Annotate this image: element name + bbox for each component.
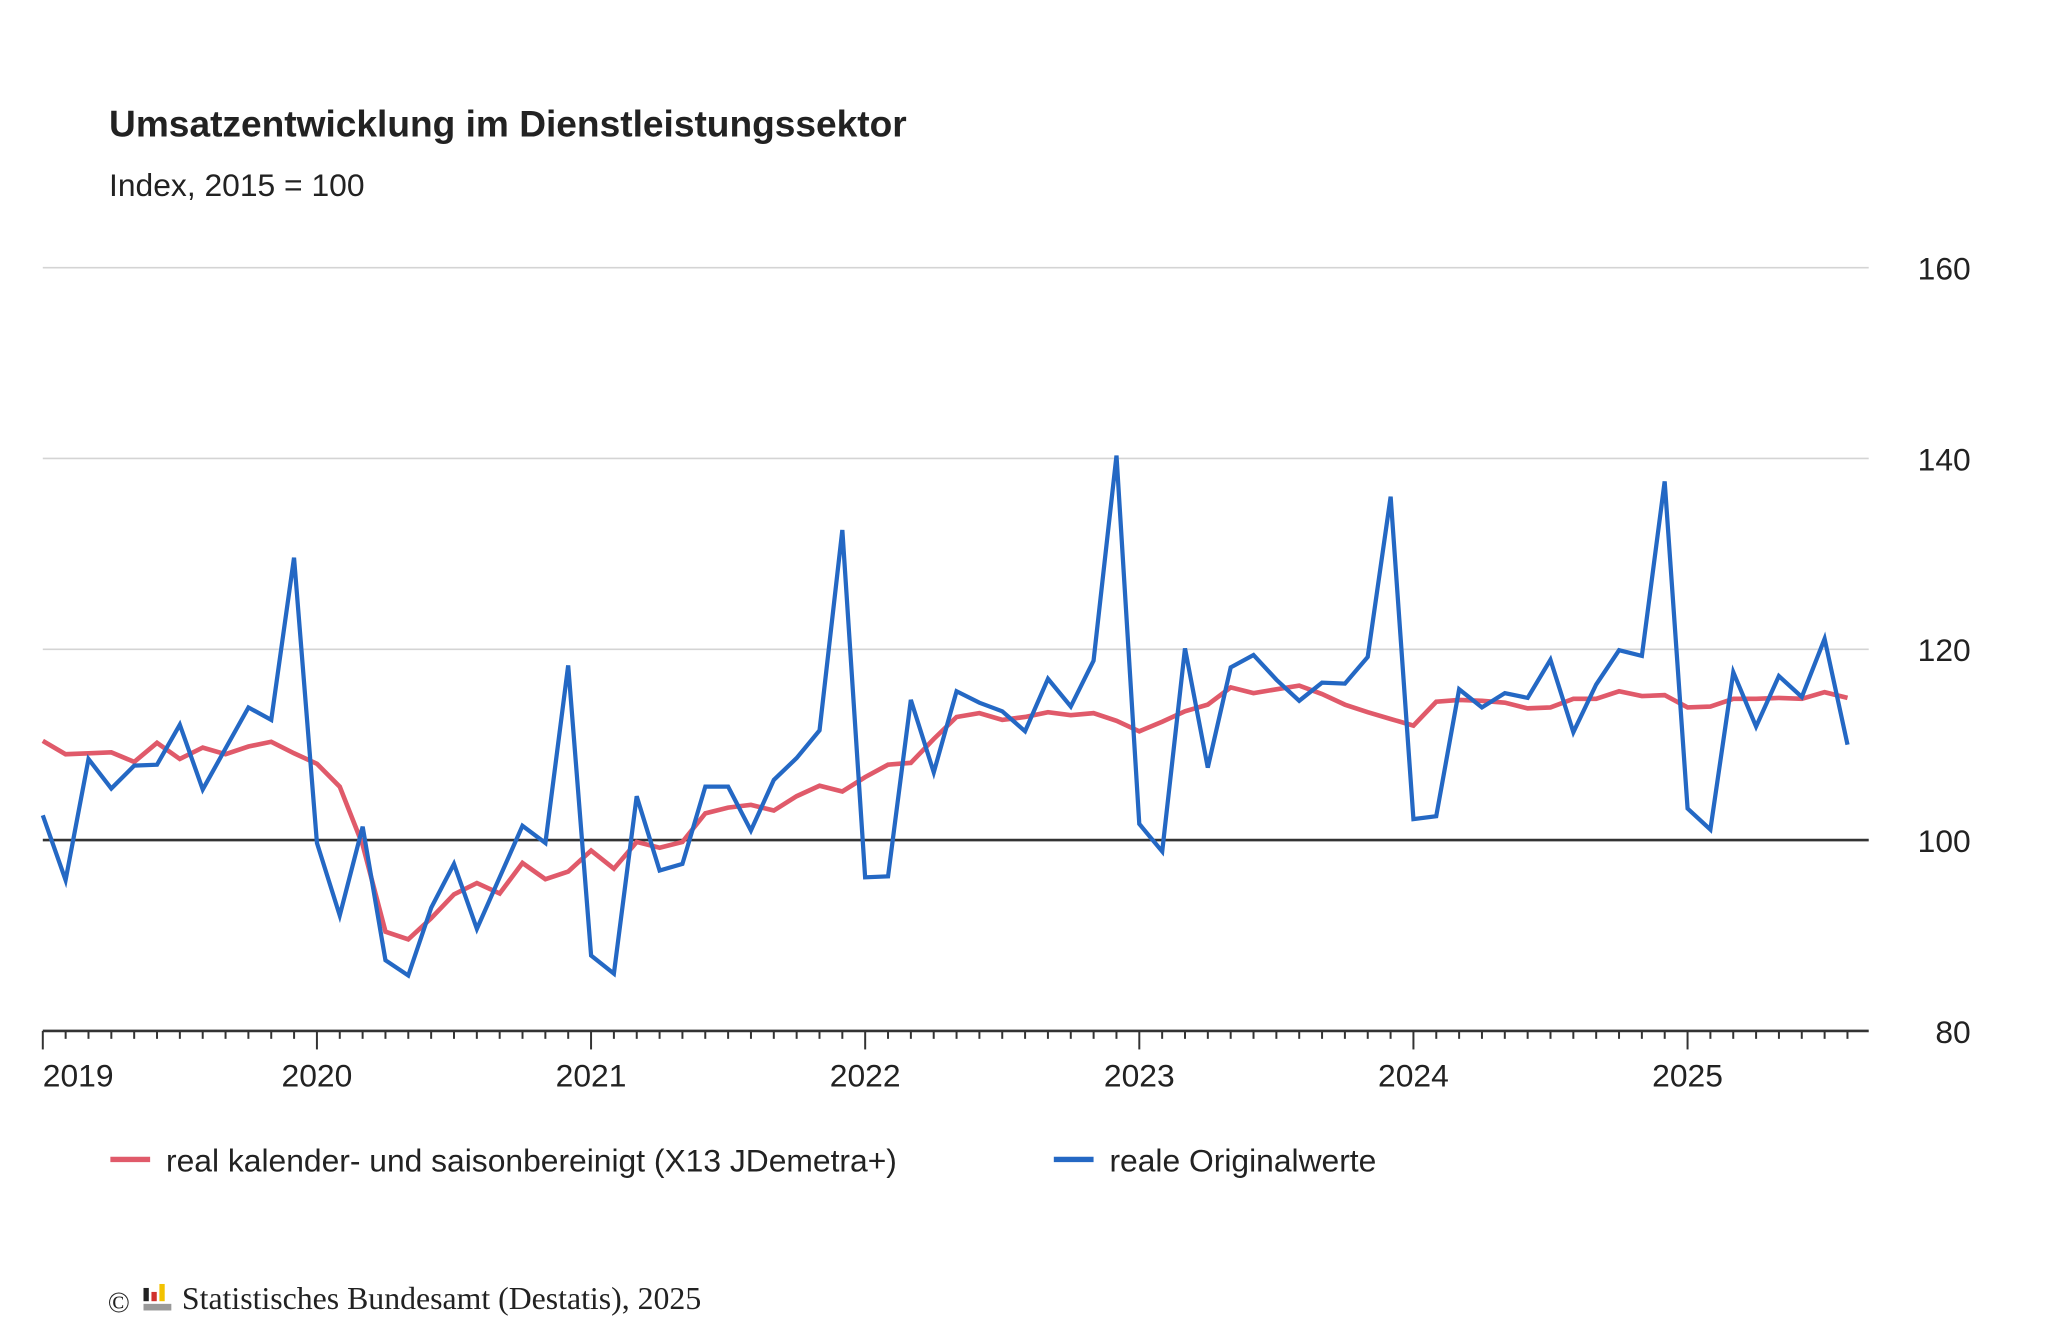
chart-subtitle: Index, 2015 = 100 — [109, 167, 364, 203]
x-tick-label: 2020 — [282, 1058, 353, 1094]
x-axis: 2019 2020 2021 2022 2023 2024 2025 — [41, 1029, 1869, 1094]
y-tick-label: 140 — [1918, 441, 1971, 477]
copyright-symbol: © — [108, 1287, 130, 1319]
legend-item-seasonally-adjusted[interactable]: real kalender- und saisonbereinigt (X13 … — [110, 1142, 897, 1178]
y-tick-label: 100 — [1918, 823, 1971, 859]
x-tick-label: 2024 — [1378, 1058, 1449, 1094]
destatis-logo-icon — [143, 1283, 172, 1311]
footer: © Statistisches Bundesamt (Destatis), 20… — [108, 1281, 701, 1319]
series-points-1 — [41, 454, 1850, 978]
x-tick-label: 2022 — [830, 1058, 901, 1094]
chart-title: Umsatzentwicklung im Dienstleistungssekt… — [109, 102, 907, 144]
x-tick-label: 2023 — [1104, 1058, 1175, 1094]
series-line-original-values — [40, 455, 1850, 979]
legend: real kalender- und saisonbereinigt (X13 … — [110, 1142, 1376, 1178]
x-tick-label: 2025 — [1652, 1058, 1723, 1094]
grid — [42, 266, 1869, 842]
legend-label: real kalender- und saisonbereinigt (X13 … — [166, 1142, 897, 1178]
legend-label: reale Originalwerte — [1109, 1142, 1376, 1178]
source-text: Statistisches Bundesamt (Destatis), 2025 — [182, 1281, 701, 1316]
y-axis: 80 100 120 140 160 — [1918, 251, 1971, 1050]
y-tick-label: 120 — [1918, 632, 1971, 668]
y-tick-label: 160 — [1918, 251, 1971, 287]
series-lines — [40, 454, 1850, 979]
y-tick-label: 80 — [1935, 1014, 1970, 1050]
x-tick-label: 2019 — [43, 1058, 114, 1094]
legend-item-original-values[interactable]: reale Originalwerte — [1053, 1142, 1377, 1178]
x-tick-label: 2021 — [556, 1058, 627, 1094]
